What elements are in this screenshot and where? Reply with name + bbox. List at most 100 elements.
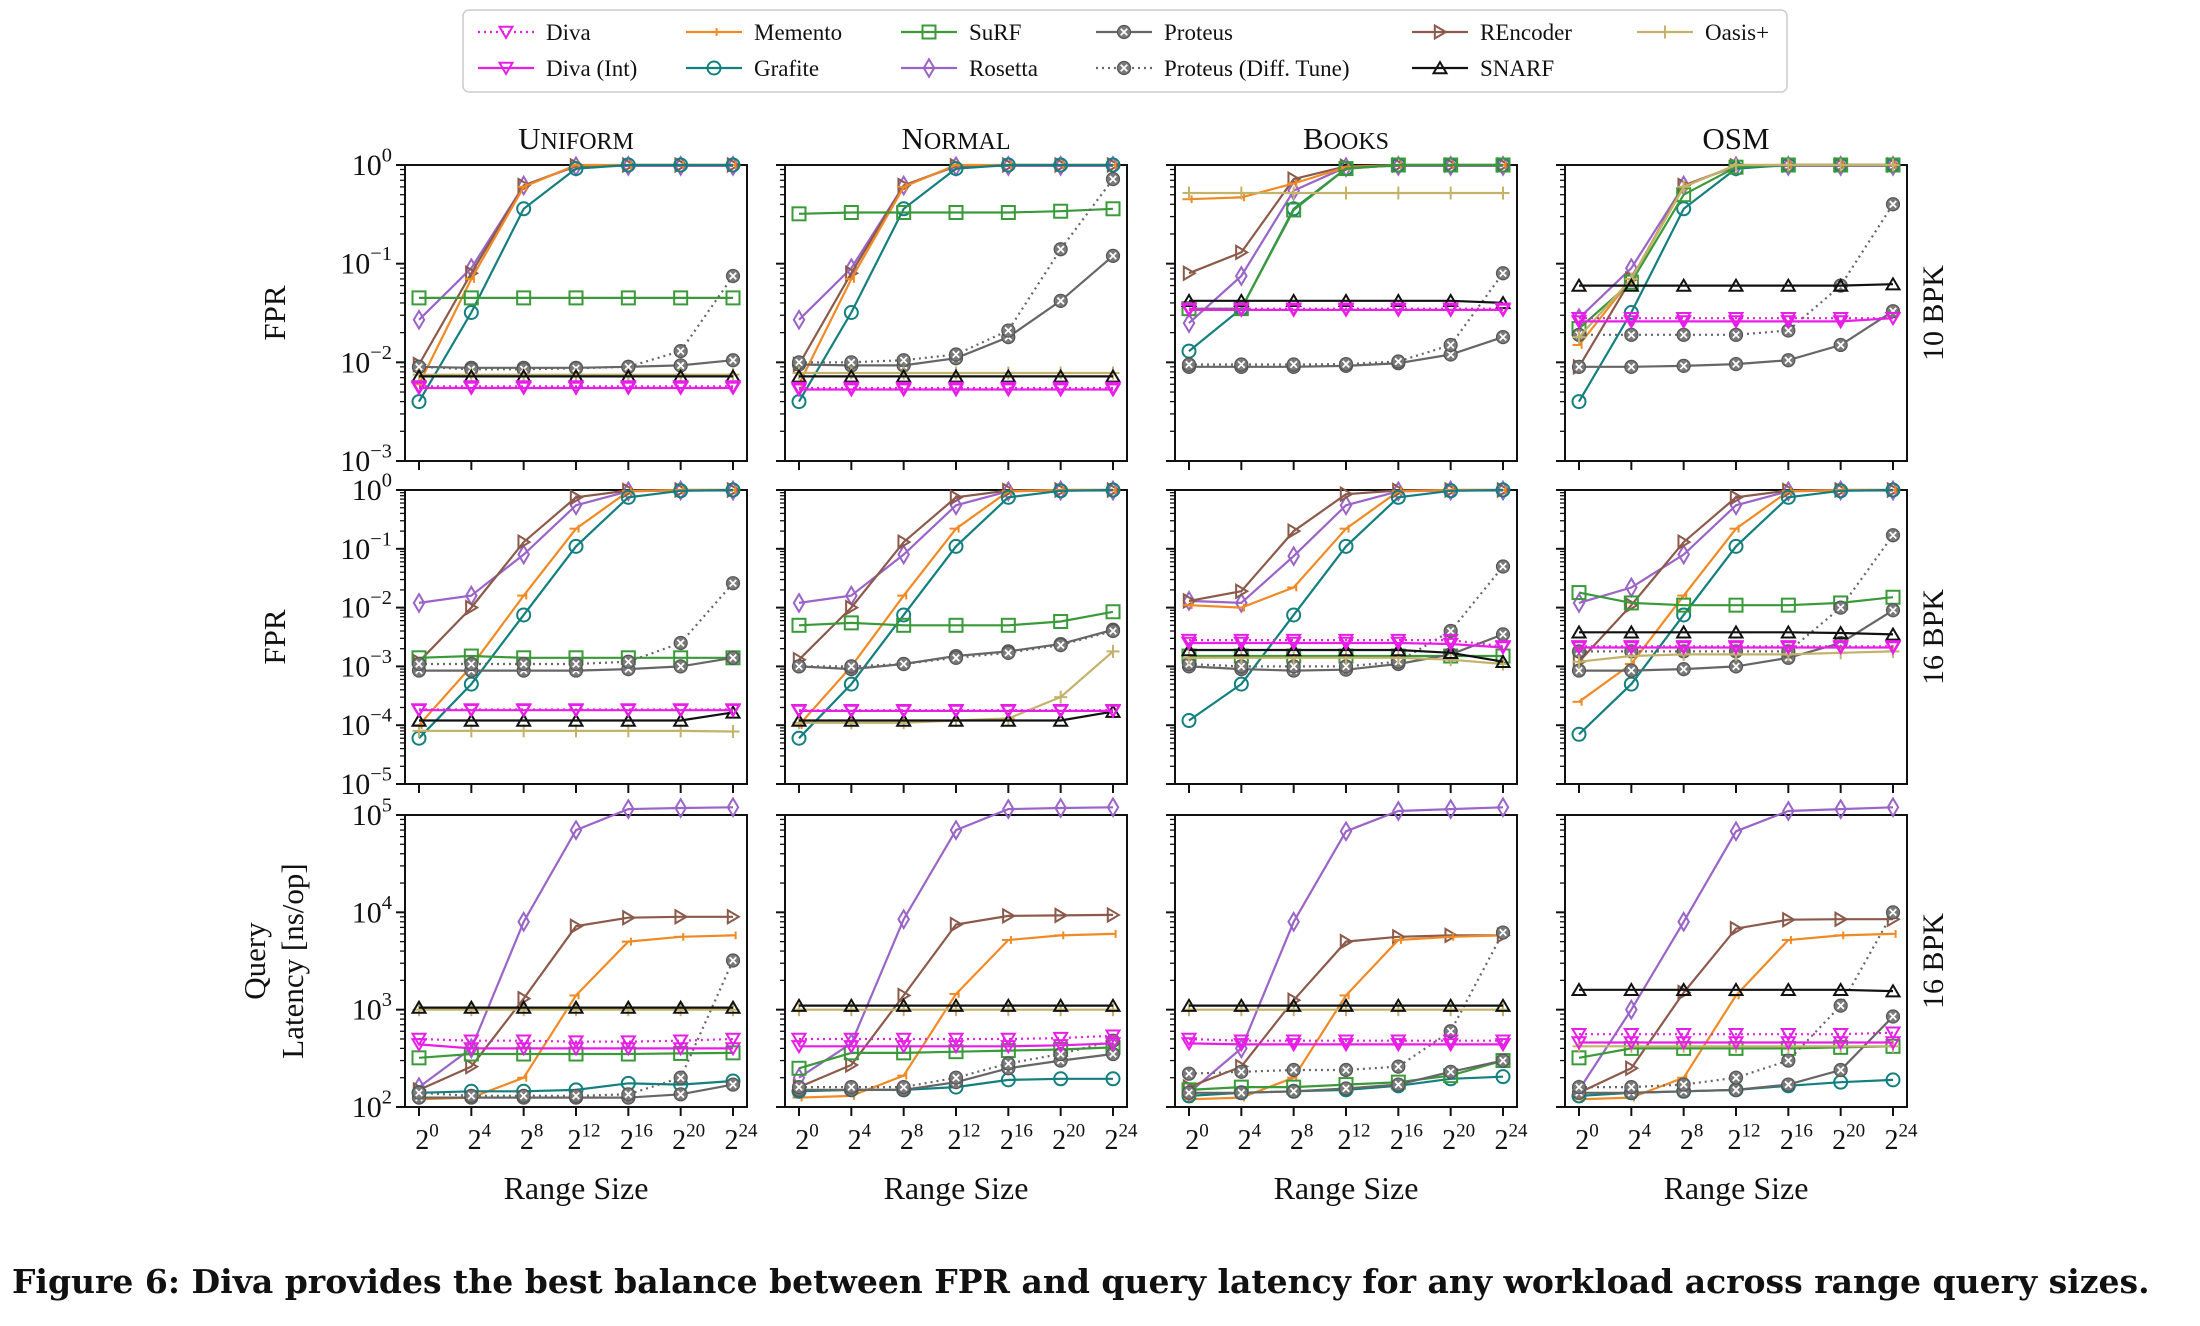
data-point: [843, 205, 859, 221]
marker-triangle-down: [724, 1042, 742, 1057]
data-point: [569, 524, 580, 533]
data-point: [1233, 293, 1250, 308]
marker-triangle-down: [1442, 633, 1459, 648]
marker-square: [411, 290, 427, 306]
data-point: [1729, 489, 1744, 506]
marker-triangle-down: [1675, 1027, 1692, 1042]
data-point: [1053, 1071, 1069, 1087]
x-tick-label: 24: [468, 1120, 492, 1156]
marker-triangle-down: [790, 704, 808, 719]
marker-x-b: [1732, 360, 1740, 368]
marker-triangle-up: [620, 712, 637, 727]
marker-circle: [1390, 489, 1406, 505]
marker-x-b: [729, 653, 737, 662]
data-point: [1391, 936, 1402, 944]
marker-triangle-up: [1285, 642, 1302, 657]
data-point: [672, 381, 689, 396]
series-oasis-: [412, 1003, 740, 1017]
marker-circle: [516, 201, 532, 217]
data-point: [672, 1042, 689, 1057]
data-point: [1052, 368, 1069, 383]
legend-marker: [1433, 23, 1448, 41]
marker-square: [1053, 203, 1069, 219]
data-point: [1054, 931, 1065, 940]
data-point: [568, 161, 584, 177]
marker-x-b: [1004, 1059, 1013, 1068]
data-point: [463, 290, 479, 306]
marker-triangle-down: [515, 1034, 532, 1049]
data-point: [621, 1087, 636, 1102]
marker-x-b: [1499, 562, 1507, 571]
marker-x-b: [415, 1088, 423, 1097]
data-point: [726, 725, 740, 739]
data-point: [1442, 1034, 1459, 1049]
data-point: [1676, 201, 1692, 217]
data-point: [1234, 357, 1249, 372]
marker-triangle-down: [1390, 636, 1407, 651]
data-point: [1572, 697, 1583, 706]
marker-triangle-up: [1052, 997, 1069, 1012]
marker-triangle-down: [947, 1032, 965, 1047]
data-point: [1780, 277, 1797, 292]
data-point: [725, 268, 741, 284]
data-point: [790, 1040, 808, 1055]
data-point: [1572, 330, 1586, 344]
data-point: [1180, 642, 1198, 657]
marker-x-b: [1889, 1012, 1897, 1021]
marker-diamond: [517, 911, 531, 933]
row-label: 16 BPK: [1917, 913, 1950, 1009]
marker-square: [843, 205, 859, 221]
data-point: [1886, 158, 1900, 172]
series-line: [799, 1042, 1114, 1048]
legend-marker: [921, 24, 937, 40]
marker-x-b: [467, 1092, 476, 1100]
data-point: [1235, 582, 1250, 600]
marker-diamond: [1781, 800, 1795, 822]
data-point: [1285, 293, 1302, 308]
panel-osm-row1: OSM: [1556, 121, 1908, 470]
data-point: [792, 309, 806, 331]
data-point: [1623, 641, 1640, 656]
marker-diamond: [792, 592, 806, 614]
marker-diamond: [1444, 798, 1458, 820]
marker-triangle-right: [949, 489, 964, 506]
data-point: [465, 1058, 480, 1075]
series-grafite: [1571, 482, 1901, 742]
data-point: [1728, 356, 1744, 372]
data-point: [1780, 641, 1797, 656]
data-point: [1676, 607, 1692, 623]
marker-triangle-down: [1884, 641, 1902, 656]
marker-triangle-down: [410, 1038, 428, 1053]
data-point: [725, 290, 741, 306]
figure-caption: Figure 6: Diva provides the best balance…: [12, 1262, 2150, 1301]
series-snarf: [790, 997, 1122, 1012]
marker-triangle-down: [1675, 1036, 1692, 1051]
data-point: [1676, 358, 1691, 374]
data-point: [1781, 1077, 1796, 1092]
data-point: [1781, 936, 1792, 944]
marker-x-b: [1289, 662, 1298, 671]
marker-x-b: [1289, 1066, 1298, 1074]
data-point: [411, 290, 427, 306]
marker-triangle-down: [1727, 641, 1745, 656]
marker-circle: [1105, 157, 1121, 173]
marker-square: [1053, 614, 1069, 630]
marker-triangle-up: [1570, 981, 1588, 996]
marker-triangle-down: [1623, 1036, 1640, 1051]
data-point: [791, 730, 807, 746]
data-point: [1054, 797, 1068, 819]
marker-x-b: [1679, 330, 1688, 339]
data-point: [568, 656, 584, 672]
marker-x-b: [729, 1080, 737, 1089]
data-point: [620, 381, 637, 396]
data-point: [1572, 341, 1583, 349]
data-point: [1729, 920, 1744, 937]
series-proteus-diff-tune-: [1571, 905, 1901, 1095]
data-point: [1054, 690, 1068, 704]
x-tick-label: 224: [1104, 1120, 1138, 1156]
marker-triangle-up: [1780, 624, 1797, 639]
marker-triangle-up: [947, 997, 965, 1012]
series-snarf: [410, 999, 742, 1014]
x-tick-label: 220: [1832, 1120, 1865, 1156]
data-point: [895, 997, 912, 1012]
